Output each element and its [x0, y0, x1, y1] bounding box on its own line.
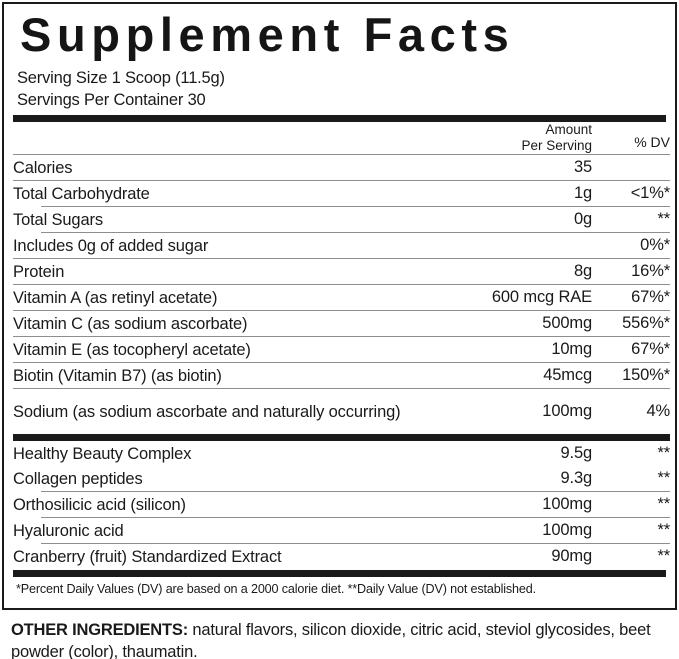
header-percent-dv: % DV [634, 133, 670, 150]
row-divider [13, 388, 670, 390]
row-amount: 90mg [551, 547, 592, 566]
table-row: Protein 8g 16%* [13, 259, 670, 284]
row-label: Total Carbohydrate [13, 184, 150, 203]
header-amount-line1: Amount [545, 122, 592, 138]
page-title: Supplement Facts [20, 8, 515, 61]
row-dv: <1%* [630, 184, 670, 203]
table-row: Total Carbohydrate 1g <1%* [13, 181, 670, 206]
table-row: Biotin (Vitamin B7) (as biotin) 45mcg 15… [13, 363, 670, 388]
blend-heading-dv: ** [657, 444, 670, 463]
row-divider [13, 180, 670, 182]
table-row: Cranberry (fruit) Standardized Extract 9… [13, 544, 670, 569]
nutrition-table: Amount Per Serving % DV Calories 35 [13, 122, 670, 569]
table-row: Vitamin A (as retinyl acetate) 600 mcg R… [13, 285, 670, 310]
row-label: Biotin (Vitamin B7) (as biotin) [13, 366, 222, 385]
row-dv: 556%* [622, 314, 670, 333]
serving-size: Serving Size 1 Scoop (11.5g) [17, 69, 225, 87]
row-label: Cranberry (fruit) Standardized Extract [13, 547, 282, 566]
row-amount: 8g [573, 262, 592, 281]
row-amount: 0g [573, 210, 592, 229]
table-row: Includes 0g of added sugar 0%* [13, 233, 670, 258]
other-ingredients-text: natural flavors, silicon dioxide, citric… [11, 621, 651, 659]
row-label: Collagen peptides [13, 469, 143, 488]
row-amount: 9.3g [560, 469, 592, 488]
row-dv: ** [657, 547, 670, 566]
row-divider [13, 336, 670, 338]
row-dv: 0%* [640, 236, 670, 255]
blend-heading-amount: 9.5g [560, 444, 592, 463]
table-row: Sodium (as sodium ascorbate and naturall… [13, 389, 670, 434]
row-label: Vitamin E (as tocopheryl acetate) [13, 340, 251, 359]
row-label: Hyaluronic acid [13, 521, 124, 540]
row-amount: 100mg [542, 521, 592, 540]
row-amount [429, 233, 592, 258]
row-dv: ** [657, 521, 670, 540]
row-label: Protein [13, 262, 65, 281]
table-row: Orthosilicic acid (silicon) 100mg ** [13, 492, 670, 517]
table-row: Collagen peptides 9.3g ** [13, 466, 670, 491]
table-row: Total Sugars 0g ** [13, 207, 670, 232]
row-label: Includes 0g of added sugar [13, 236, 209, 255]
row-divider [13, 310, 670, 312]
row-divider [13, 517, 670, 519]
row-dv: ** [657, 210, 670, 229]
other-ingredients-label: OTHER INGREDIENTS: [11, 621, 188, 639]
row-divider [13, 491, 670, 493]
row-amount: 100mg [542, 495, 592, 514]
row-amount: 600 mcg RAE [491, 288, 592, 307]
row-amount: 500mg [542, 314, 592, 333]
divider-thick-blend [13, 434, 670, 442]
table-row: Vitamin E (as tocopheryl acetate) 10mg 6… [13, 337, 670, 362]
row-amount: 45mcg [543, 366, 592, 385]
row-divider [13, 362, 670, 364]
other-ingredients: OTHER INGREDIENTS: natural flavors, sili… [11, 620, 671, 659]
row-dv: 16%* [631, 262, 670, 281]
row-amount: 35 [573, 158, 592, 177]
row-amount: 1g [573, 184, 592, 203]
row-label: Orthosilicic acid (silicon) [13, 495, 186, 514]
row-label: Vitamin A (as retinyl acetate) [13, 288, 218, 307]
row-divider [13, 543, 670, 545]
daily-value-footnote: *Percent Daily Values (DV) are based on … [16, 582, 536, 597]
table-row: Vitamin C (as sodium ascorbate) 500mg 55… [13, 311, 670, 336]
row-dv: 67%* [631, 340, 670, 359]
divider-under-header [13, 154, 670, 156]
divider-thick-bottom [13, 570, 666, 578]
row-divider [13, 284, 670, 286]
row-dv: ** [657, 469, 670, 488]
servings-per-container: Servings Per Container 30 [17, 91, 206, 110]
blend-heading-label: Healthy Beauty Complex [13, 444, 192, 463]
row-label: Sodium (as sodium ascorbate and naturall… [13, 402, 401, 421]
row-dv [592, 155, 670, 180]
header-spacer [13, 122, 429, 154]
row-amount: 100mg [542, 402, 592, 421]
table-header-row: Amount Per Serving % DV [13, 122, 670, 154]
row-dv: 150%* [622, 366, 670, 385]
row-dv: 4% [646, 402, 670, 421]
row-dv: 67%* [631, 288, 670, 307]
header-amount-per-serving: Amount Per Serving [429, 122, 592, 154]
table-row: Calories 35 [13, 155, 670, 180]
row-divider [13, 206, 670, 208]
row-divider [13, 232, 670, 234]
header-amount-line2: Per Serving [521, 138, 592, 154]
facts-panel: Supplement Facts Serving Size 1 Scoop (1… [2, 2, 677, 610]
row-amount: 10mg [551, 340, 592, 359]
serving-info: Serving Size 1 Scoop (11.5g) Servings Pe… [17, 67, 666, 111]
row-divider [13, 258, 670, 260]
row-label: Total Sugars [13, 210, 103, 229]
divider-thick-top [13, 115, 666, 123]
row-dv: ** [657, 495, 670, 514]
row-label: Vitamin C (as sodium ascorbate) [13, 314, 248, 333]
blend-heading-row: Healthy Beauty Complex 9.5g ** [13, 441, 670, 466]
table-row: Hyaluronic acid 100mg ** [13, 518, 670, 543]
row-label: Calories [13, 158, 73, 177]
